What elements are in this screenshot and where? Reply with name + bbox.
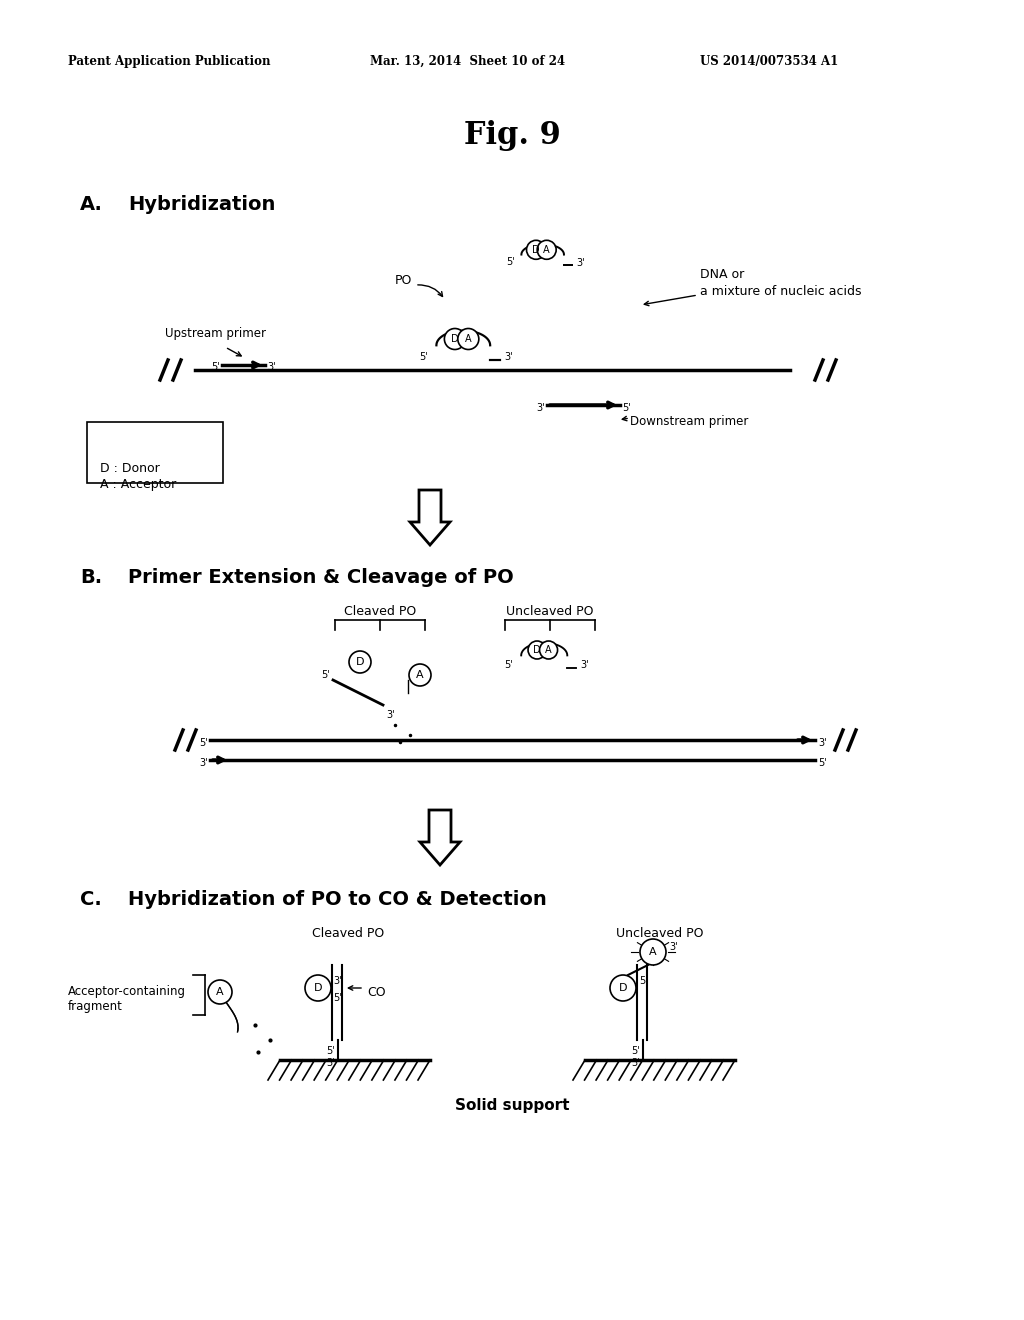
Text: 3': 3' <box>386 710 394 719</box>
Circle shape <box>349 651 371 673</box>
Text: A: A <box>649 946 656 957</box>
Circle shape <box>305 975 331 1001</box>
Text: 5': 5' <box>622 403 631 413</box>
Text: 5': 5' <box>211 362 220 372</box>
Circle shape <box>640 939 666 965</box>
Text: 5': 5' <box>507 257 515 267</box>
Text: Patent Application Publication: Patent Application Publication <box>68 55 270 69</box>
Text: C.: C. <box>80 890 101 909</box>
Text: CO: CO <box>367 986 386 999</box>
Text: Hybridization of PO to CO & Detection: Hybridization of PO to CO & Detection <box>128 890 547 909</box>
Text: 3': 3' <box>537 403 545 413</box>
Text: 5': 5' <box>322 671 330 680</box>
Text: 3': 3' <box>669 942 678 952</box>
Text: 3': 3' <box>504 352 513 362</box>
Text: 5': 5' <box>639 975 648 986</box>
Text: A: A <box>544 244 550 255</box>
Text: A: A <box>216 987 224 997</box>
Text: D: D <box>451 334 459 345</box>
Text: 5': 5' <box>818 758 826 768</box>
Text: a mixture of nucleic acids: a mixture of nucleic acids <box>700 285 861 298</box>
Circle shape <box>540 642 557 659</box>
Text: 5': 5' <box>420 352 428 362</box>
Text: Acceptor-containing
fragment: Acceptor-containing fragment <box>68 985 186 1012</box>
Text: 3': 3' <box>632 1059 640 1068</box>
Text: PO: PO <box>395 273 413 286</box>
Text: DNA or: DNA or <box>700 268 744 281</box>
Text: 3': 3' <box>818 738 826 748</box>
Text: 5': 5' <box>200 738 208 748</box>
Text: 3': 3' <box>200 758 208 768</box>
Text: D: D <box>618 983 628 993</box>
Circle shape <box>528 642 546 659</box>
Text: Uncleaved PO: Uncleaved PO <box>616 927 703 940</box>
Text: 5': 5' <box>505 660 513 671</box>
Text: A: A <box>545 645 552 655</box>
Polygon shape <box>420 810 460 865</box>
Circle shape <box>610 975 636 1001</box>
Circle shape <box>458 329 479 350</box>
Text: A: A <box>416 671 424 680</box>
Text: D : Donor: D : Donor <box>100 462 160 475</box>
Text: 5': 5' <box>327 1045 335 1056</box>
Text: D: D <box>355 657 365 667</box>
Text: Fig. 9: Fig. 9 <box>464 120 560 150</box>
Text: Primer Extension & Cleavage of PO: Primer Extension & Cleavage of PO <box>128 568 514 587</box>
Text: Hybridization: Hybridization <box>128 195 275 214</box>
Text: A: A <box>465 334 472 345</box>
Text: A : Acceptor: A : Acceptor <box>100 478 176 491</box>
Text: 3': 3' <box>267 362 275 372</box>
Text: A.: A. <box>80 195 102 214</box>
Polygon shape <box>410 490 450 545</box>
Text: 3': 3' <box>575 257 585 268</box>
Text: Cleaved PO: Cleaved PO <box>344 605 416 618</box>
Circle shape <box>208 979 232 1005</box>
Text: Downstream primer: Downstream primer <box>630 414 749 428</box>
Text: 5': 5' <box>333 993 342 1003</box>
Text: D: D <box>313 983 323 993</box>
Text: 3': 3' <box>327 1059 335 1068</box>
Text: Upstream primer: Upstream primer <box>165 327 266 341</box>
Text: D: D <box>532 244 540 255</box>
Circle shape <box>444 329 465 350</box>
Text: D: D <box>534 645 541 655</box>
Text: Solid support: Solid support <box>455 1098 569 1113</box>
Text: Uncleaved PO: Uncleaved PO <box>506 605 594 618</box>
Circle shape <box>538 240 556 259</box>
Circle shape <box>409 664 431 686</box>
Circle shape <box>526 240 546 259</box>
Text: 5': 5' <box>631 1045 640 1056</box>
Text: B.: B. <box>80 568 102 587</box>
Text: Mar. 13, 2014  Sheet 10 of 24: Mar. 13, 2014 Sheet 10 of 24 <box>370 55 565 69</box>
Text: 3': 3' <box>580 660 589 671</box>
Text: US 2014/0073534 A1: US 2014/0073534 A1 <box>700 55 839 69</box>
Text: 3': 3' <box>333 975 342 986</box>
Text: Cleaved PO: Cleaved PO <box>312 927 384 940</box>
